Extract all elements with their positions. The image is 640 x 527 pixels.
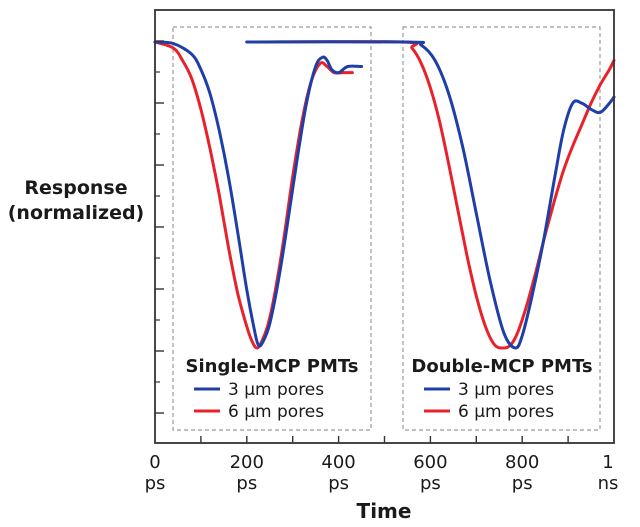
legend-title-panel1: Single-MCP PMTs: [186, 356, 359, 377]
legend-label-3um: 3 µm pores: [228, 380, 324, 400]
y-axis-label: Response (normalized): [0, 176, 152, 226]
series-line-panel1-6um: [153, 40, 354, 350]
x-tick-label-unit: ns: [598, 473, 619, 494]
axes: [154, 9, 615, 444]
x-axis-label: Time: [357, 499, 412, 523]
x-tick-label-value: 0: [149, 452, 160, 473]
x-tick-label-value: 800: [505, 452, 539, 473]
x-tick-label-value: 1: [602, 452, 613, 473]
x-tick-label-value: 200: [230, 452, 264, 473]
legend-label-3um: 3 µm pores: [458, 380, 554, 400]
legend-title-panel2: Double-MCP PMTs: [411, 356, 592, 377]
y-axis-label-line1: Response: [24, 177, 128, 199]
x-tick-label-unit: ps: [328, 473, 349, 494]
series-line-panel2-3um: [245, 40, 616, 350]
x-tick-label-value: 600: [413, 452, 447, 473]
panel-box-2: [402, 26, 601, 431]
series-line-panel1-3um: [153, 40, 364, 348]
x-tick-label-unit: ps: [236, 473, 257, 494]
panel-box-1: [172, 26, 372, 431]
panel-boxes: [172, 26, 601, 431]
x-tick-label-unit: ps: [420, 473, 441, 494]
x-tick-label-unit: ps: [145, 473, 166, 494]
legend-label-6um: 6 µm pores: [458, 402, 554, 422]
y-axis-label-line2: (normalized): [7, 202, 145, 224]
x-tick-label-unit: ps: [512, 473, 533, 494]
series-layer: [153, 40, 616, 350]
x-tick-label-value: 400: [321, 452, 355, 473]
series-line-panel2-6um: [245, 40, 616, 350]
legend-label-6um: 6 µm pores: [228, 402, 324, 422]
